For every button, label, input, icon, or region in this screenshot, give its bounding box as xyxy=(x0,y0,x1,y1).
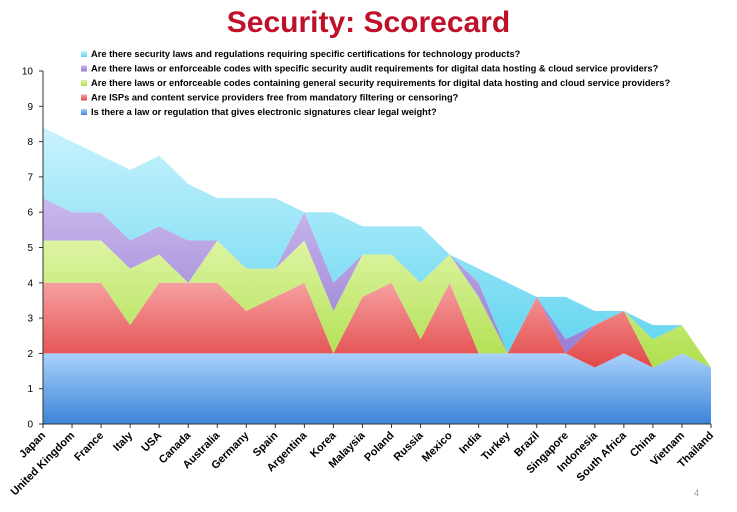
area-series-isp-filtering xyxy=(43,282,711,368)
legend: Are there security laws and regulations … xyxy=(81,49,670,117)
y-tick-label: 5 xyxy=(27,243,33,254)
legend-swatch-electronic-signatures xyxy=(81,109,87,115)
y-tick-label: 4 xyxy=(27,278,33,289)
y-tick-label: 6 xyxy=(27,208,33,219)
legend-swatch-isp-filtering xyxy=(81,94,87,101)
legend-swatch-general-security xyxy=(81,80,87,86)
y-tick-label: 10 xyxy=(22,67,34,78)
x-tick-label: India xyxy=(457,429,484,456)
y-tick-label: 3 xyxy=(27,314,33,325)
area-layer xyxy=(43,127,711,424)
x-tick-label: Italy xyxy=(111,429,136,454)
chart-title: Security: Scorecard xyxy=(226,6,511,39)
area-series-certifications xyxy=(43,127,711,368)
x-tick-label: Poland xyxy=(362,430,396,464)
legend-label-electronic-signatures: Is there a law or regulation that gives … xyxy=(91,107,437,117)
x-tick-label: Turkey xyxy=(479,429,513,463)
legend-swatch-certifications xyxy=(81,51,87,57)
page-number: 4 xyxy=(693,488,699,498)
legend-label-certifications: Are there security laws and regulations … xyxy=(91,49,521,59)
y-tick-label: 2 xyxy=(27,349,33,360)
y-tick-label: 0 xyxy=(27,420,33,431)
y-tick-label: 1 xyxy=(27,384,33,395)
x-tick-label: Mexico xyxy=(420,429,455,464)
area-series-electronic-signatures xyxy=(43,353,711,424)
x-tick-label: France xyxy=(72,430,106,464)
legend-label-general-security: Are there laws or enforceable codes cont… xyxy=(91,78,670,88)
area-series-general-security xyxy=(43,240,711,368)
y-tick-label: 9 xyxy=(27,102,33,113)
legend-label-security-audit: Are there laws or enforceable codes with… xyxy=(91,64,659,74)
x-tick-label: USA xyxy=(139,430,164,455)
legend-swatch-security-audit xyxy=(81,65,87,72)
y-tick-label: 8 xyxy=(27,137,33,148)
y-tick-label: 7 xyxy=(27,172,33,183)
legend-label-isp-filtering: Are ISPs and content service providers f… xyxy=(91,93,459,103)
